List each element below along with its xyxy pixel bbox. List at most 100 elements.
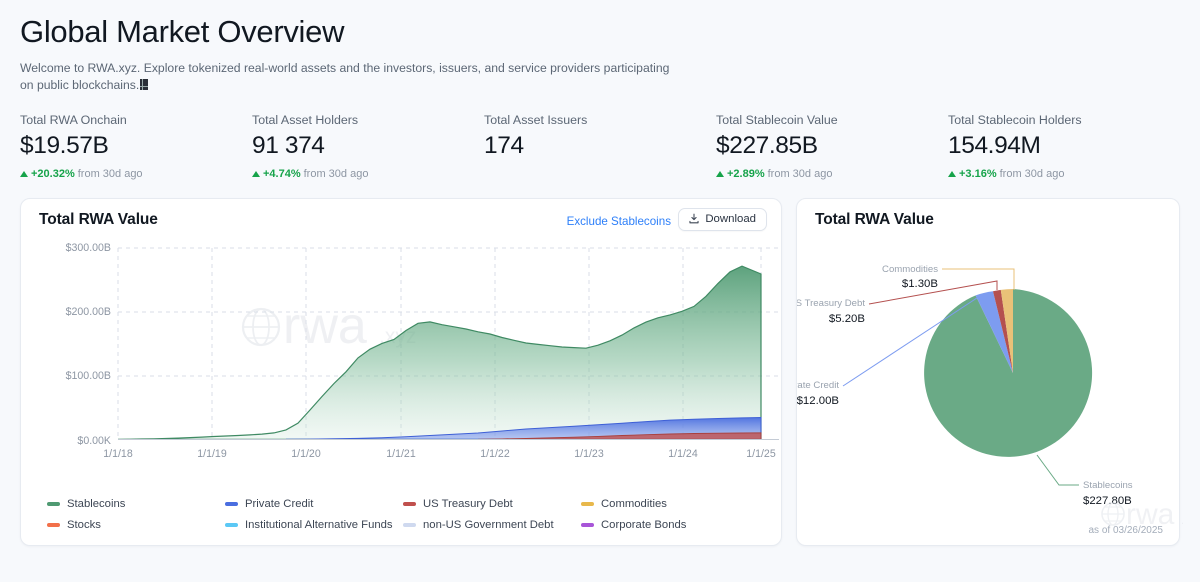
svg-text:$12.00B: $12.00B (797, 395, 839, 407)
stat-value: 174 (484, 132, 524, 160)
pie-chart-card: Total RWA Value (796, 198, 1183, 547)
stat-delta: +3.16% from 30d ago (948, 168, 1180, 180)
stat-delta: +2.89% from 30d ago (716, 168, 948, 180)
stat-delta-pct: +2.89% (727, 168, 765, 181)
stat-delta-pct: +3.16% (959, 168, 997, 181)
series-area-stablecoins (117, 265, 762, 441)
stat-label: Total RWA Onchain (20, 113, 127, 128)
svg-text:$0.00K: $0.00K (77, 435, 111, 447)
legend-item-commodities[interactable]: Commodities (581, 498, 759, 510)
svg-text:1/1/18: 1/1/18 (103, 448, 133, 460)
svg-text:rwa: rwa (1126, 498, 1175, 531)
legend-swatch-icon (581, 502, 594, 506)
legend-item-corporate-bonds[interactable]: Corporate Bonds (581, 519, 759, 531)
rwa-watermark: rwa .xyz (1101, 498, 1183, 531)
legend-swatch-icon (47, 502, 60, 506)
stat-delta-note: from 30d ago (999, 168, 1065, 181)
stat-delta-note: from 30d ago (303, 168, 369, 181)
legend-label: non-US Government Debt (423, 519, 554, 532)
download-button[interactable]: Download (678, 208, 767, 232)
legend-label: Institutional Alternative Funds (245, 519, 393, 532)
legend-item-stablecoins[interactable]: Stablecoins (47, 498, 225, 510)
download-icon (689, 213, 699, 224)
stat-label: Total Stablecoin Holders (948, 113, 1082, 128)
legend-swatch-icon (403, 523, 416, 527)
svg-text:.xyz: .xyz (1181, 513, 1183, 527)
series-area-us-treasury-debt (477, 432, 762, 440)
pie-leader-lines (842, 268, 1079, 486)
missing-glyph-icon (140, 79, 149, 91)
legend-item-institutional-alternative-funds[interactable]: Institutional Alternative Funds (225, 519, 403, 531)
pie-slice-us-treasury-debt[interactable] (993, 290, 1013, 374)
svg-text:$227.80B: $227.80B (1083, 495, 1132, 507)
pie-label-commodities: Commodities $1.30B (882, 264, 938, 290)
svg-text:1/1/21: 1/1/21 (386, 448, 416, 460)
legend-label: Stablecoins (67, 498, 126, 511)
svg-text:$200.00B: $200.00B (66, 306, 111, 318)
legend-item-private-credit[interactable]: Private Credit (225, 498, 403, 510)
svg-text:$1.30B: $1.30B (902, 278, 938, 290)
stat-delta-note: from 30d ago (767, 168, 833, 181)
area-chart-card: Total RWA Value Exclude Stablecoins Down… (20, 198, 782, 547)
pie-slice-private-credit[interactable] (975, 291, 1013, 374)
svg-text:1/1/23: 1/1/23 (574, 448, 604, 460)
legend-item-us-treasury-debt[interactable]: US Treasury Debt (403, 498, 581, 510)
stat-value: 91 374 (252, 132, 325, 160)
svg-text:$300.00B: $300.00B (66, 242, 111, 254)
stats-row: Total RWA Onchain $19.57B +20.32% from 3… (0, 95, 1200, 180)
stat-delta-note: from 30d ago (77, 168, 143, 181)
svg-text:1/1/19: 1/1/19 (197, 448, 227, 460)
triangle-up-icon (948, 171, 956, 178)
triangle-up-icon (252, 171, 260, 178)
download-button-label: Download (705, 213, 756, 226)
stat-label: Total Asset Holders (252, 113, 359, 128)
svg-text:$5.20B: $5.20B (829, 313, 865, 325)
legend-swatch-icon (225, 502, 238, 506)
stat-card-total-stablecoin-value: Total Stablecoin Value $227.85B +2.89% f… (716, 113, 948, 180)
legend-swatch-icon (581, 523, 594, 527)
legend-label: Private Credit (245, 498, 314, 511)
pie-as-of-label: as of 03/26/2025 (1088, 525, 1163, 537)
svg-text:Commodities: Commodities (882, 264, 938, 275)
legend-swatch-icon (47, 523, 60, 527)
stat-delta: +20.32% from 30d ago (20, 168, 252, 180)
svg-text:1/1/24: 1/1/24 (668, 448, 698, 460)
stat-value: $19.57B (20, 132, 109, 160)
charts-row: Total RWA Value Exclude Stablecoins Down… (0, 180, 1200, 547)
svg-text:rwa: rwa (283, 297, 367, 355)
pie-slice-commodities[interactable] (1000, 289, 1013, 374)
pie-chart-plot[interactable]: Commodities $1.30B US Treasury Debt $5.2… (797, 233, 1183, 547)
pie-slices[interactable] (924, 289, 1093, 458)
legend-swatch-icon (403, 502, 416, 506)
svg-text:Private Credit: Private Credit (797, 380, 839, 391)
pie-chart-title: Total RWA Value (815, 211, 934, 229)
stat-delta-pct: +4.74% (263, 168, 301, 181)
stat-card-total-rwa-onchain: Total RWA Onchain $19.57B +20.32% from 3… (20, 113, 252, 180)
svg-text:1/1/22: 1/1/22 (480, 448, 510, 460)
pie-label-us-treasury-debt: US Treasury Debt $5.20B (797, 298, 865, 325)
legend-label: Commodities (601, 498, 667, 511)
triangle-up-icon (716, 171, 724, 178)
page-subtitle-line2: public blockchains. (36, 78, 140, 93)
stat-label: Total Stablecoin Value (716, 113, 838, 128)
legend-item-stocks[interactable]: Stocks (47, 519, 225, 531)
area-chart-title: Total RWA Value (39, 211, 158, 229)
exclude-stablecoins-link[interactable]: Exclude Stablecoins (566, 215, 671, 229)
series-area-private-credit (285, 417, 762, 440)
stat-delta-pct: +20.32% (31, 168, 75, 181)
svg-text:$100.00B: $100.00B (66, 370, 111, 382)
stat-card-total-asset-issuers: Total Asset Issuers 174 (484, 113, 716, 180)
legend-swatch-icon (225, 523, 238, 527)
svg-text:Stablecoins: Stablecoins (1083, 480, 1133, 491)
svg-text:US Treasury Debt: US Treasury Debt (797, 298, 865, 309)
page-header: Global Market Overview Welcome to RWA.xy… (0, 0, 1200, 95)
svg-text:1/1/20: 1/1/20 (291, 448, 321, 460)
legend-item-non-us-government-debt[interactable]: non-US Government Debt (403, 519, 581, 531)
stat-card-total-asset-holders: Total Asset Holders 91 374 +4.74% from 3… (252, 113, 484, 180)
pie-slice-stablecoins[interactable] (924, 289, 1093, 458)
svg-text:1/1/25: 1/1/25 (746, 448, 776, 460)
page-title: Global Market Overview (20, 14, 345, 49)
page-subtitle: Welcome to RWA.xyz. Explore tokenized re… (20, 60, 670, 95)
area-chart-plot[interactable]: $300.00B $200.00B $100.00B $0.00K rwa .x… (21, 239, 787, 479)
